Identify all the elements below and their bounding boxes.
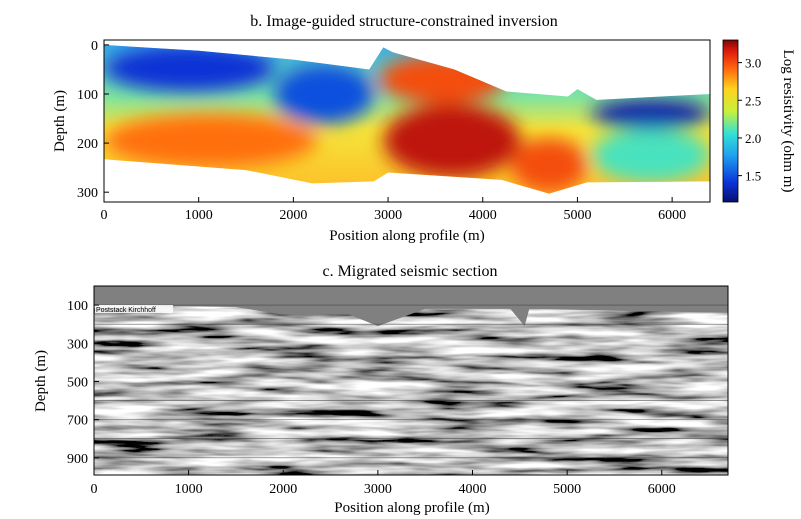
y-tick-label: 300 <box>67 337 88 352</box>
colorbar-tick-label: 3.0 <box>745 56 761 71</box>
x-tick-label: 4000 <box>469 208 497 223</box>
chart-b-y-axis-label: Depth (m) <box>52 90 68 152</box>
resistivity-zone-4 <box>383 103 521 178</box>
resistivity-zone-5 <box>511 138 587 193</box>
chart-c-seismic-texture <box>94 305 728 475</box>
x-tick-label: 4000 <box>459 482 487 497</box>
chart-b-x-axis-label: Position along profile (m) <box>329 228 484 244</box>
resistivity-zone-3 <box>378 54 507 104</box>
x-tick-label: 3000 <box>374 208 402 223</box>
chart-b-y-axis: 0 100 200 300 <box>77 39 109 201</box>
chart-c-y-axis-label: Depth (m) <box>33 350 49 412</box>
resistivity-zone-6 <box>591 98 710 129</box>
resistivity-zone-7 <box>591 128 710 183</box>
x-tick-label: 5000 <box>563 208 591 223</box>
chart-c-plot-frame <box>93 285 729 476</box>
x-tick-label: 0 <box>101 208 108 223</box>
y-tick-label: 100 <box>67 299 88 314</box>
resistivity-zone-1 <box>274 64 374 124</box>
x-tick-label: 1000 <box>175 482 203 497</box>
x-tick-label: 2000 <box>269 482 297 497</box>
chart-b-resistivity-zones <box>104 44 710 193</box>
x-tick-label: 0 <box>91 482 98 497</box>
colorbar-ticks: 1.5 2.0 2.5 3.0 <box>738 56 761 184</box>
chart-c-seismic-section <box>94 305 728 475</box>
x-tick-label: 5000 <box>553 482 581 497</box>
chart-c-x-axis-label: Position along profile (m) <box>334 500 489 516</box>
y-tick-label: 300 <box>77 186 98 201</box>
colorbar-tick-label: 2.0 <box>745 131 761 146</box>
chart-b-resistivity-section <box>104 44 710 194</box>
chart-c-title: c. Migrated seismic section <box>322 263 497 280</box>
resistivity-zone-0 <box>104 44 275 92</box>
y-tick-label: 700 <box>67 414 88 429</box>
chart-b-plot-frame <box>103 39 711 203</box>
chart-b-x-axis: 0 1000 2000 3000 4000 5000 6000 <box>101 197 686 223</box>
x-tick-label: 2000 <box>279 208 307 223</box>
x-tick-label: 3000 <box>364 482 392 497</box>
chart-c-depth-gridlines <box>94 304 728 459</box>
y-tick-label: 500 <box>67 375 88 390</box>
colorbar-label: Log resistivity (ohm m) <box>780 50 796 193</box>
x-tick-label: 1000 <box>185 208 213 223</box>
y-tick-label: 900 <box>67 452 88 467</box>
x-tick-label: 6000 <box>658 208 686 223</box>
colorbar <box>722 39 739 203</box>
colorbar-tick-label: 1.5 <box>745 169 761 184</box>
resistivity-zone-2 <box>104 113 318 168</box>
x-tick-label: 6000 <box>648 482 676 497</box>
chart-c-inset-label-box <box>95 305 173 313</box>
chart-c-y-axis: 100 300 500 700 900 <box>67 299 99 467</box>
y-tick-label: 0 <box>91 39 98 54</box>
y-tick-label: 200 <box>77 137 98 152</box>
y-tick-label: 100 <box>77 88 98 103</box>
chart-b-title: b. Image-guided structure-constrained in… <box>250 13 557 30</box>
chart-c-inset-label: Poststack Kirchhoff <box>96 307 156 314</box>
chart-c-x-axis: 0 1000 2000 3000 4000 5000 6000 <box>91 470 676 497</box>
colorbar-tick-label: 2.5 <box>745 93 761 108</box>
